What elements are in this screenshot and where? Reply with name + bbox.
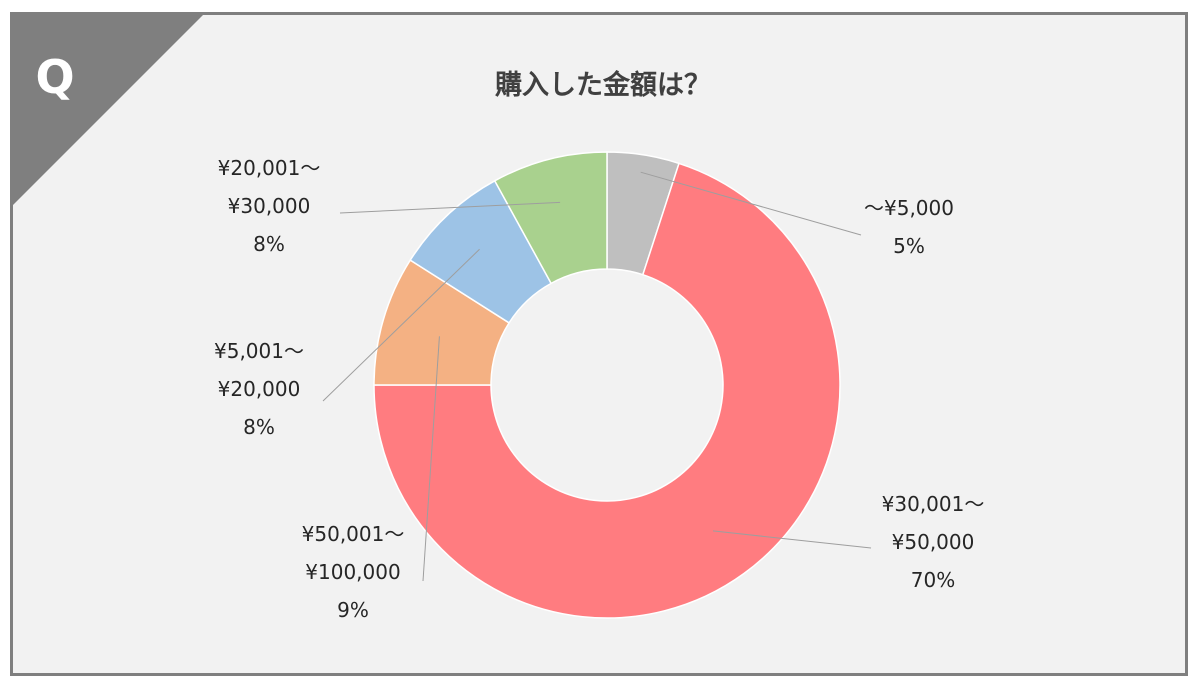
- q-badge-letter: Q: [35, 50, 74, 104]
- data-label-category: ¥50,001～: [302, 522, 405, 546]
- leader-line-4: [339, 201, 561, 214]
- donut-slice-4: [493, 151, 608, 285]
- data-label-category: ¥30,000: [228, 194, 311, 218]
- data-label-category: ¥100,000: [305, 560, 400, 584]
- data-label-category: ¥5,001～: [214, 339, 304, 363]
- data-label-percent: 5%: [893, 234, 925, 258]
- data-label-category: ¥20,001～: [218, 156, 321, 180]
- data-label-category: ¥20,000: [218, 377, 301, 401]
- q-badge: [13, 15, 203, 205]
- data-label-category: ¥50,000: [892, 530, 975, 554]
- data-label-percent: 9%: [337, 598, 369, 622]
- leader-line-2: [422, 336, 440, 582]
- leader-line-3: [322, 248, 480, 402]
- data-label-percent: 8%: [253, 232, 285, 256]
- data-label-2: ¥50,001～ ¥100,000 9%: [302, 522, 405, 622]
- donut-slice-1: [373, 162, 841, 619]
- leader-lines: [322, 171, 872, 582]
- data-label-category: ～¥5,000: [864, 196, 954, 220]
- data-label-category: ¥30,001～: [882, 492, 985, 516]
- leader-line-0: [640, 171, 862, 236]
- data-label-percent: 8%: [243, 415, 275, 439]
- data-label-4: ¥20,001～ ¥30,000 8%: [218, 156, 321, 256]
- donut-slices: [373, 151, 841, 619]
- chart: Q 購入した金額は？ ～¥5,000 5% ¥30,001～ ¥50,000 70% ¥5…: [13, 15, 984, 622]
- data-label-percent: 70%: [911, 568, 955, 592]
- data-labels: ～¥5,000 5% ¥30,001～ ¥50,000 70% ¥50,001～ ¥100,…: [214, 156, 984, 622]
- chart-frame: Q 購入した金額は？ ～¥5,000 5% ¥30,001～ ¥50,000 70% ¥5…: [10, 12, 1188, 676]
- leader-line-1: [712, 530, 872, 549]
- chart-title: 購入した金額は？: [495, 69, 711, 101]
- data-label-1: ¥30,001～ ¥50,000 70%: [882, 492, 985, 592]
- data-label-3: ¥5,001～ ¥20,000 8%: [214, 339, 304, 439]
- data-label-0: ～¥5,000 5%: [864, 196, 954, 258]
